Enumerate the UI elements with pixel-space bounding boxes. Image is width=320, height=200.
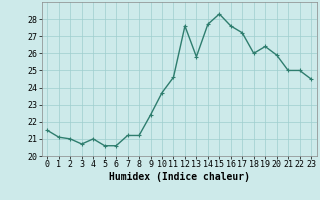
X-axis label: Humidex (Indice chaleur): Humidex (Indice chaleur) [109,172,250,182]
